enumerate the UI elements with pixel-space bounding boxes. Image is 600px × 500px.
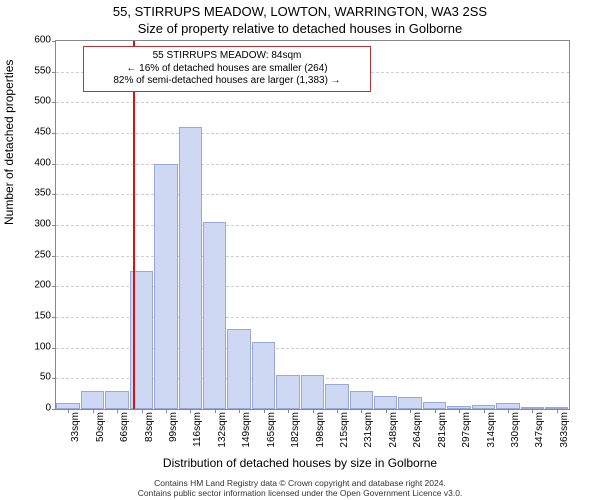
histogram-bar — [154, 164, 177, 409]
x-tick-label: 264sqm — [412, 412, 423, 448]
histogram-bar — [227, 329, 250, 409]
footer-line2: Contains public sector information licen… — [0, 488, 600, 498]
x-tick-label: 297sqm — [461, 412, 472, 448]
x-tick-label: 50sqm — [95, 412, 106, 442]
histogram-bar — [276, 375, 299, 409]
y-tick-label: 0 — [23, 403, 51, 414]
histogram-bar — [301, 375, 324, 409]
title-address: 55, STIRRUPS MEADOW, LOWTON, WARRINGTON,… — [0, 4, 600, 19]
x-tick-label: 149sqm — [241, 412, 252, 448]
y-axis-ticks: 050100150200250300350400450500550600 — [20, 40, 53, 410]
histogram-bar — [179, 127, 202, 409]
x-tick-label: 281sqm — [437, 412, 448, 448]
y-tick-label: 200 — [23, 280, 51, 291]
title-subtitle: Size of property relative to detached ho… — [0, 21, 600, 36]
plot-area — [55, 40, 570, 410]
annotation-line3: 82% of semi-detached houses are larger (… — [92, 75, 362, 88]
y-tick-label: 100 — [23, 341, 51, 352]
y-tick-label: 550 — [23, 65, 51, 76]
chart-container: 55, STIRRUPS MEADOW, LOWTON, WARRINGTON,… — [0, 0, 600, 500]
x-tick-label: 66sqm — [119, 412, 130, 442]
y-tick-label: 450 — [23, 127, 51, 138]
histogram-bar — [325, 384, 348, 409]
footer-attribution: Contains HM Land Registry data © Crown c… — [0, 478, 600, 498]
x-tick-label: 33sqm — [70, 412, 81, 442]
x-tick-label: 83sqm — [144, 412, 155, 442]
reference-line — [133, 41, 135, 409]
y-tick-label: 500 — [23, 96, 51, 107]
x-tick-label: 116sqm — [192, 412, 203, 447]
y-axis-label: Number of detached properties — [2, 60, 16, 225]
histogram-bar — [350, 391, 373, 409]
y-tick-label: 150 — [23, 311, 51, 322]
x-tick-label: 165sqm — [266, 412, 277, 448]
y-tick-label: 400 — [23, 157, 51, 168]
histogram-bar — [374, 396, 397, 409]
histogram-bar — [105, 391, 128, 409]
y-tick-label: 50 — [23, 372, 51, 383]
x-tick-label: 198sqm — [315, 412, 326, 448]
histogram-bar — [203, 222, 226, 409]
x-tick-label: 231sqm — [363, 412, 374, 448]
x-axis-label: Distribution of detached houses by size … — [0, 456, 600, 470]
y-tick-label: 350 — [23, 188, 51, 199]
footer-line1: Contains HM Land Registry data © Crown c… — [0, 478, 600, 488]
x-tick-label: 347sqm — [534, 412, 545, 448]
histogram-bar — [252, 342, 275, 409]
y-tick-label: 600 — [23, 35, 51, 46]
annotation-line2: ← 16% of detached houses are smaller (26… — [92, 63, 362, 76]
x-tick-label: 248sqm — [388, 412, 399, 448]
y-tick-label: 300 — [23, 219, 51, 230]
x-tick-label: 330sqm — [510, 412, 521, 448]
y-tick-label: 250 — [23, 249, 51, 260]
histogram-bar — [81, 391, 104, 409]
x-tick-label: 182sqm — [290, 412, 301, 448]
x-tick-label: 132sqm — [217, 412, 228, 448]
x-tick-label: 99sqm — [168, 412, 179, 442]
annotation-box: 55 STIRRUPS MEADOW: 84sqm ← 16% of detac… — [83, 46, 371, 92]
histogram-bar — [398, 397, 421, 409]
x-tick-label: 215sqm — [339, 412, 350, 448]
x-tick-label: 314sqm — [486, 412, 497, 448]
histogram-bar — [423, 402, 446, 409]
title-block: 55, STIRRUPS MEADOW, LOWTON, WARRINGTON,… — [0, 4, 600, 36]
x-axis-ticks: 33sqm 50sqm 66sqm 83sqm 99sqm 116sqm 132sqm 149… — [55, 410, 570, 460]
x-tick-label: 363sqm — [559, 412, 570, 448]
annotation-line1: 55 STIRRUPS MEADOW: 84sqm — [92, 50, 362, 63]
